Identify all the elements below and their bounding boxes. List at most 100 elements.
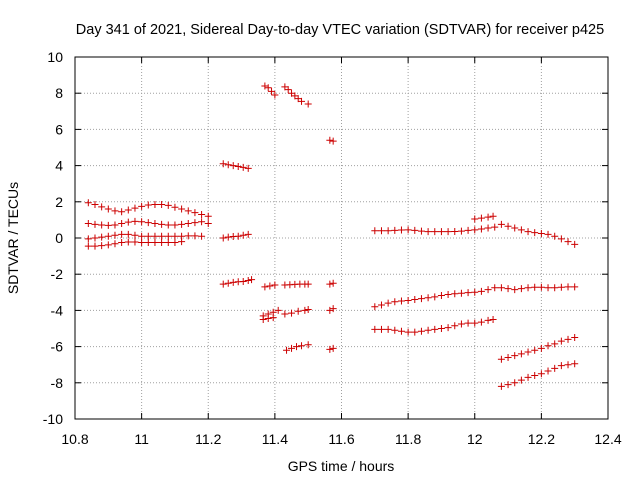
data-point-marker xyxy=(484,286,492,294)
series-arc-ac xyxy=(497,360,579,390)
data-point-marker xyxy=(283,346,291,354)
data-point-marker xyxy=(191,209,199,217)
data-point-marker xyxy=(329,344,337,352)
data-point-marker xyxy=(111,240,119,248)
data-point-marker xyxy=(484,213,492,221)
data-point-marker xyxy=(104,241,112,249)
data-point-marker xyxy=(404,328,412,336)
data-point-marker xyxy=(229,162,237,170)
series-arc-p xyxy=(283,341,312,354)
data-point-marker xyxy=(531,229,539,237)
data-point-marker xyxy=(131,231,139,239)
data-point-marker xyxy=(437,228,445,236)
data-point-marker xyxy=(144,219,152,227)
data-point-marker xyxy=(191,232,199,240)
data-point-marker xyxy=(219,280,227,288)
series-arc-o xyxy=(281,305,312,318)
data-point-marker xyxy=(191,219,199,227)
data-point-marker xyxy=(524,373,532,381)
series-arc-aa xyxy=(471,315,497,327)
data-point-marker xyxy=(411,226,419,234)
data-point-marker xyxy=(304,305,312,313)
data-point-marker xyxy=(234,232,242,240)
data-point-marker xyxy=(131,238,139,246)
data-point-marker xyxy=(444,290,452,298)
data-point-marker xyxy=(491,223,499,231)
data-point-marker xyxy=(397,226,405,234)
data-point-marker xyxy=(178,220,186,228)
data-point-marker xyxy=(239,277,247,285)
data-point-marker xyxy=(377,301,385,309)
data-point-marker xyxy=(111,207,119,215)
data-point-marker xyxy=(517,226,525,234)
data-point-marker xyxy=(111,221,119,229)
y-axis-label: SDTVAR / TECUs xyxy=(5,182,21,294)
y-tick-label: -10 xyxy=(43,411,63,427)
data-point-marker xyxy=(294,307,302,315)
data-point-marker xyxy=(431,293,439,301)
grid xyxy=(75,57,608,419)
data-point-marker xyxy=(437,292,445,300)
data-point-marker xyxy=(326,280,334,288)
data-point-marker xyxy=(261,283,269,291)
data-point-marker xyxy=(564,335,572,343)
data-point-marker xyxy=(158,220,166,228)
series-arc-w xyxy=(497,220,579,248)
x-axis-label: GPS time / hours xyxy=(288,458,395,474)
data-point-marker xyxy=(431,325,439,333)
data-point-marker xyxy=(91,234,99,242)
data-point-marker xyxy=(497,355,505,363)
data-point-marker xyxy=(477,287,485,295)
data-point-marker xyxy=(224,161,232,169)
chart-title: Day 341 of 2021, Sidereal Day-to-day VTE… xyxy=(76,22,604,38)
data-point-marker xyxy=(511,379,519,387)
data-point-marker xyxy=(264,315,272,323)
data-point-marker xyxy=(471,226,479,234)
data-point-marker xyxy=(224,279,232,287)
data-point-marker xyxy=(391,298,399,306)
data-point-marker xyxy=(326,345,334,353)
y-tick-label: 6 xyxy=(55,121,63,137)
data-point-marker xyxy=(464,289,472,297)
data-point-marker xyxy=(544,230,552,238)
data-point-marker xyxy=(184,207,192,215)
data-point-marker xyxy=(178,205,186,213)
data-point-marker xyxy=(444,324,452,332)
data-point-marker xyxy=(158,239,166,247)
data-point-marker xyxy=(571,240,579,248)
data-point-marker xyxy=(118,208,126,216)
data-point-marker xyxy=(504,222,512,230)
y-tick-label: -6 xyxy=(51,339,64,355)
data-point-marker xyxy=(268,87,276,95)
series-arc-e xyxy=(204,212,212,228)
data-point-marker xyxy=(271,281,279,289)
data-point-marker xyxy=(531,283,539,291)
data-point-marker xyxy=(234,163,242,171)
series-arc-c xyxy=(84,230,206,243)
data-point-marker xyxy=(219,234,227,242)
y-tick-label: 0 xyxy=(55,230,63,246)
data-point-marker xyxy=(204,220,212,228)
data-point-marker xyxy=(411,328,419,336)
data-point-marker xyxy=(451,322,459,330)
data-point-marker xyxy=(424,294,432,302)
data-point-marker xyxy=(464,226,472,234)
data-point-marker xyxy=(329,279,337,287)
data-point-marker xyxy=(477,214,485,222)
data-point-marker xyxy=(84,220,92,228)
data-point-marker xyxy=(304,280,312,288)
data-point-marker xyxy=(557,235,565,243)
data-point-marker xyxy=(397,297,405,305)
y-tick-label: 8 xyxy=(55,85,63,101)
data-point-marker xyxy=(557,362,565,370)
data-point-marker xyxy=(489,212,497,220)
data-point-marker xyxy=(564,283,572,291)
data-point-marker xyxy=(284,86,292,94)
data-point-marker xyxy=(477,318,485,326)
series-arc-i xyxy=(261,82,279,99)
data-point-marker xyxy=(104,221,112,229)
data-point-marker xyxy=(244,230,252,238)
data-point-marker xyxy=(184,232,192,240)
data-point-marker xyxy=(537,344,545,352)
